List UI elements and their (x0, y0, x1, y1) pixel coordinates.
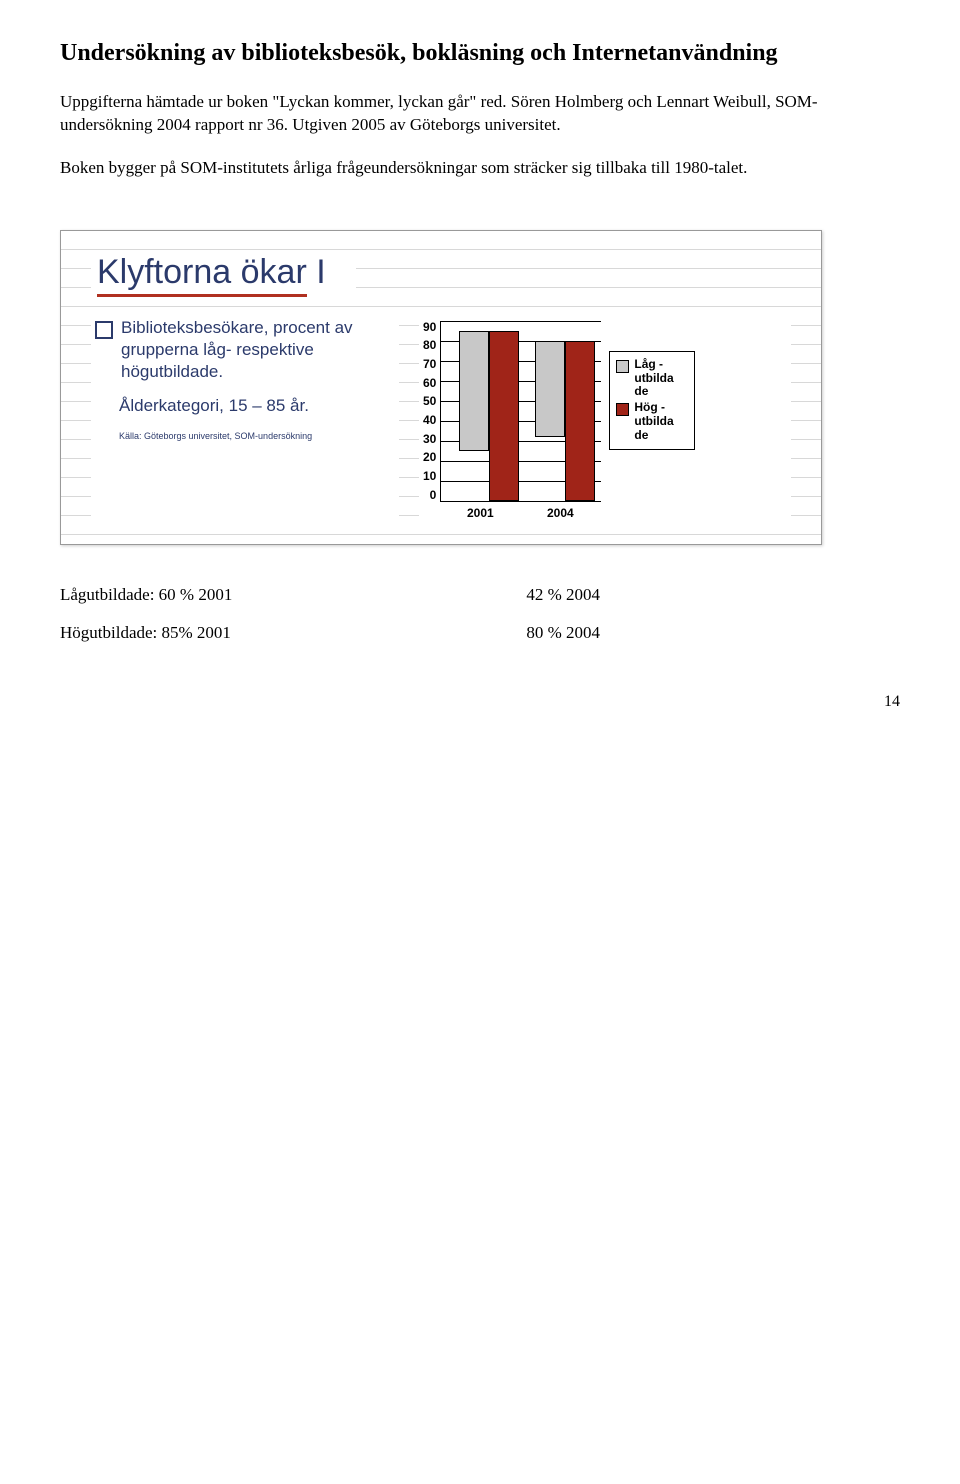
footer-high-right: 80 % 2004 (526, 623, 600, 643)
footer-high-row: Högutbildade: 85% 2001 80 % 2004 (60, 623, 600, 643)
footer-high-left: Högutbildade: 85% 2001 (60, 623, 231, 643)
slide-text-column: Biblioteksbesökare, procent av grupperna… (91, 311, 399, 524)
slide-panel: Klyftorna ökar I Biblioteksbesökare, pro… (60, 230, 822, 545)
y-tick-label: 20 (423, 451, 436, 463)
page-number: 14 (60, 693, 900, 711)
legend-item: Hög - utbilda de (616, 401, 688, 442)
legend-label: Hög - utbilda de (634, 401, 688, 442)
chart-y-axis: 90 80 70 60 50 40 30 20 10 0 (423, 321, 440, 501)
page-title: Undersökning av biblioteksbesök, bokläsn… (60, 40, 900, 67)
legend-swatch (616, 360, 629, 373)
bar (535, 341, 565, 437)
bar (565, 341, 595, 501)
slide-title-block: Klyftorna ökar I (91, 253, 356, 301)
y-tick-label: 70 (423, 358, 436, 370)
y-tick-label: 0 (430, 489, 437, 501)
legend-swatch (616, 403, 629, 416)
legend-label: Låg - utbilda de (634, 358, 688, 399)
legend-item: Låg - utbilda de (616, 358, 688, 399)
slide-title: Klyftorna ökar I (97, 253, 356, 292)
y-tick-label: 50 (423, 395, 436, 407)
x-tick-label: 2004 (520, 506, 600, 520)
y-tick-label: 30 (423, 433, 436, 445)
footer-low-row: Lågutbildade: 60 % 2001 42 % 2004 (60, 585, 600, 605)
y-tick-label: 40 (423, 414, 436, 426)
bar (489, 331, 519, 501)
chart-x-axis: 20012004 (440, 506, 601, 520)
intro-paragraph-1: Uppgifterna hämtade ur boken "Lyckan kom… (60, 91, 900, 137)
chart-plot-area (440, 321, 601, 502)
bullet-icon (95, 321, 113, 339)
intro-paragraph-2: Boken bygger på SOM-institutets årliga f… (60, 157, 900, 180)
y-tick-label: 60 (423, 377, 436, 389)
y-tick-label: 10 (423, 470, 436, 482)
footer-low-left: Lågutbildade: 60 % 2001 (60, 585, 232, 605)
bar (459, 331, 489, 451)
y-tick-label: 80 (423, 339, 436, 351)
source-citation: Källa: Göteborgs universitet, SOM-unders… (119, 431, 395, 441)
chart-container: 90 80 70 60 50 40 30 20 10 0 20012004 Låg - utbil… (419, 311, 791, 524)
y-tick-label: 90 (423, 321, 436, 333)
bar-group (459, 331, 519, 501)
age-category-text: Ålderkategori, 15 – 85 år. (119, 395, 395, 417)
x-tick-label: 2001 (440, 506, 520, 520)
bar-group (535, 341, 595, 501)
footer-low-right: 42 % 2004 (526, 585, 600, 605)
slide-title-underline (97, 294, 307, 297)
bullet-text: Biblioteksbesökare, procent av grupperna… (121, 317, 395, 383)
chart-legend: Låg - utbilda deHög - utbilda de (609, 351, 695, 450)
